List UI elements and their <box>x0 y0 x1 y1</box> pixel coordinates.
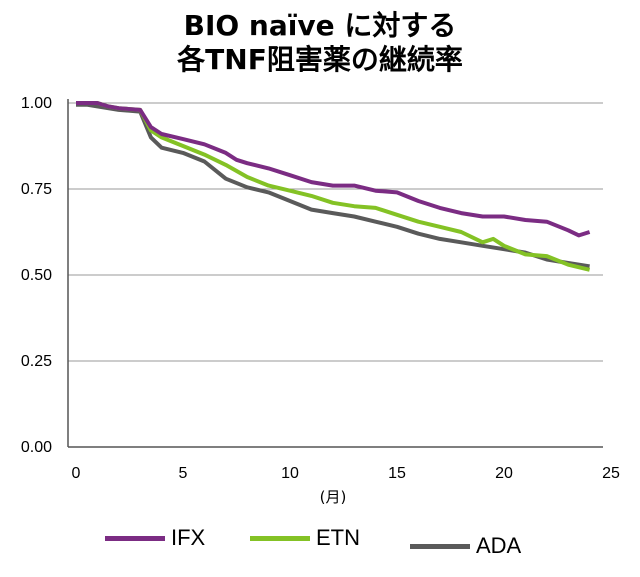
series-lines <box>76 101 591 272</box>
x-axis-label: (月) <box>320 488 347 506</box>
x-tick-label: 25 <box>602 465 620 482</box>
legend-label: ADA <box>476 533 522 558</box>
x-tick-labels: 0 5 10 15 20 25 <box>72 465 620 482</box>
y-tick-label: 0.50 <box>21 267 52 284</box>
legend-item-ada: ADA <box>410 533 521 559</box>
legend-swatch <box>250 535 310 541</box>
chart-title-line1: BIO naïve に対する <box>183 9 457 42</box>
legend-item-etn: ETN <box>250 525 360 551</box>
series-line-ifx <box>76 101 591 238</box>
y-tick-label: 0.25 <box>21 353 52 370</box>
legend-swatch <box>410 543 470 549</box>
x-tick-label: 20 <box>495 465 513 482</box>
legend-label: ETN <box>316 525 360 550</box>
y-tick-label: 0.75 <box>21 181 52 198</box>
x-tick-label: 10 <box>281 465 299 482</box>
y-tick-label: 0.00 <box>21 439 52 456</box>
gridlines <box>68 102 603 362</box>
axes <box>67 99 603 448</box>
legend-label: IFX <box>171 525 206 550</box>
legend-swatch <box>105 535 165 541</box>
legend: IFX ETN ADA <box>0 525 640 565</box>
legend-item-ifx: IFX <box>105 525 205 551</box>
x-tick-label: 5 <box>179 465 188 482</box>
y-tick-labels: 0.00 0.25 0.50 0.75 1.00 <box>21 95 52 456</box>
x-tick-label: 15 <box>388 465 406 482</box>
y-tick-label: 1.00 <box>21 95 52 112</box>
chart-title-line2: 各TNF阻害薬の継続率 <box>177 43 463 76</box>
x-tick-label: 0 <box>72 465 81 482</box>
